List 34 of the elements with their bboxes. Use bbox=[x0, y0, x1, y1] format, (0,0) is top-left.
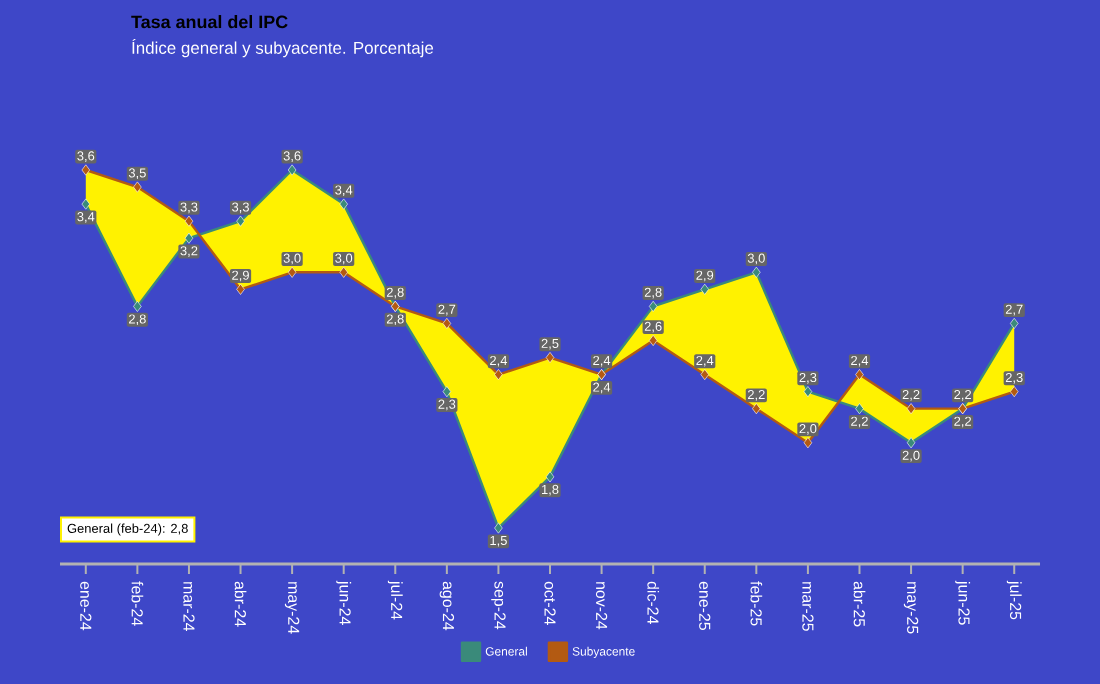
chart-subtitle: Índice general y subyacente. Porcentaje bbox=[132, 39, 434, 58]
point bbox=[752, 403, 761, 415]
point bbox=[855, 369, 864, 381]
point bbox=[81, 164, 90, 176]
point bbox=[906, 403, 916, 415]
point bbox=[648, 300, 658, 312]
point bbox=[700, 369, 709, 381]
point bbox=[287, 164, 297, 176]
point bbox=[184, 215, 194, 227]
point bbox=[442, 317, 452, 329]
point bbox=[236, 215, 245, 227]
point bbox=[133, 300, 142, 312]
point bbox=[648, 335, 658, 346]
point bbox=[339, 198, 348, 210]
point bbox=[1010, 386, 1019, 398]
point bbox=[1010, 317, 1019, 329]
point bbox=[855, 403, 864, 415]
point bbox=[133, 181, 142, 193]
point bbox=[752, 266, 761, 278]
chart-title: Tasa anual del IPC bbox=[131, 15, 288, 29]
point bbox=[545, 471, 555, 483]
point bbox=[700, 283, 709, 295]
point bbox=[184, 232, 194, 244]
point bbox=[545, 352, 555, 363]
point bbox=[906, 437, 916, 449]
point bbox=[236, 283, 245, 295]
point bbox=[442, 386, 452, 398]
point bbox=[494, 369, 503, 381]
point bbox=[339, 266, 348, 278]
point bbox=[81, 198, 90, 210]
point bbox=[287, 266, 297, 278]
point bbox=[803, 386, 813, 398]
point bbox=[494, 522, 503, 534]
point bbox=[803, 437, 813, 449]
